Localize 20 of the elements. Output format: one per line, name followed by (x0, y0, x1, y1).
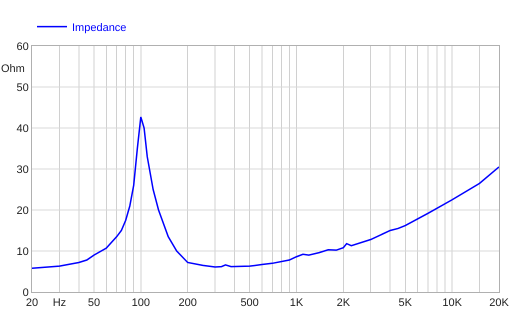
x-tick-label: 500 (240, 297, 259, 310)
x-tick-label: 5K (398, 297, 413, 310)
y-axis-title: Ohm (1, 63, 25, 75)
y-tick-label: 10 (16, 246, 29, 258)
x-tick-label: 200 (178, 297, 197, 310)
x-tick-label: 2K (336, 297, 351, 310)
x-tick-label: 100 (132, 297, 150, 310)
y-tick-label: 60 (16, 40, 29, 53)
y-tick-label: 0 (22, 286, 29, 299)
y-tick-label: 30 (16, 164, 29, 176)
x-tick-label: 20K (489, 297, 510, 310)
x-tick-label: 10K (442, 297, 463, 310)
legend-label: Impedance (72, 22, 126, 34)
x-tick-label: 20 (26, 297, 38, 310)
y-tick-label: 40 (16, 122, 29, 135)
x-tick-label: Hz (52, 297, 66, 310)
x-tick-label: 50 (88, 297, 100, 310)
y-tick-label: 50 (16, 82, 29, 94)
x-tick-label: 1K (290, 297, 304, 310)
y-tick-label: 20 (16, 204, 29, 217)
